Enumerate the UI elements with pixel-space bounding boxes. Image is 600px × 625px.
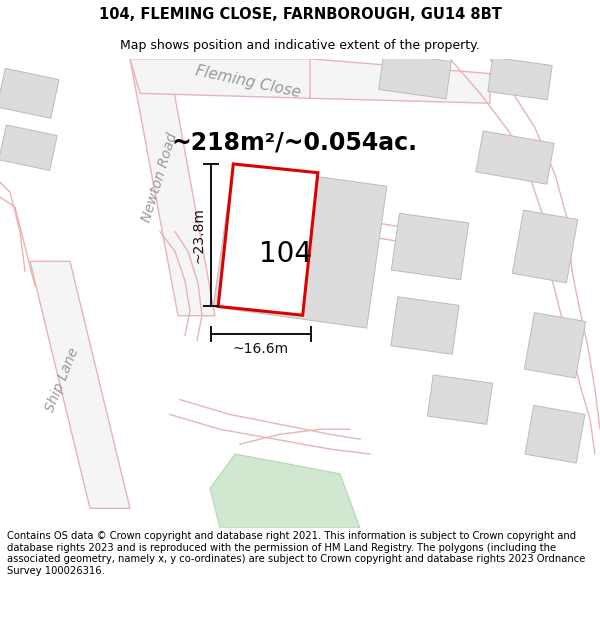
- Polygon shape: [427, 375, 493, 424]
- Polygon shape: [488, 58, 552, 100]
- Polygon shape: [0, 125, 57, 171]
- Polygon shape: [0, 68, 59, 118]
- Polygon shape: [391, 213, 469, 280]
- Polygon shape: [512, 210, 578, 283]
- Text: Newton Road: Newton Road: [140, 131, 180, 224]
- Polygon shape: [130, 59, 215, 316]
- Polygon shape: [210, 454, 360, 528]
- Text: Map shows position and indicative extent of the property.: Map shows position and indicative extent…: [120, 39, 480, 52]
- Text: Contains OS data © Crown copyright and database right 2021. This information is : Contains OS data © Crown copyright and d…: [7, 531, 586, 576]
- Polygon shape: [130, 59, 315, 98]
- Text: ~218m²/~0.054ac.: ~218m²/~0.054ac.: [172, 131, 418, 155]
- Polygon shape: [524, 312, 586, 378]
- Polygon shape: [213, 165, 387, 328]
- Polygon shape: [218, 164, 318, 315]
- Text: 104, FLEMING CLOSE, FARNBOROUGH, GU14 8BT: 104, FLEMING CLOSE, FARNBOROUGH, GU14 8B…: [98, 7, 502, 22]
- Text: 104: 104: [260, 241, 313, 268]
- Text: ~16.6m: ~16.6m: [233, 342, 289, 356]
- Text: ~23.8m: ~23.8m: [191, 208, 205, 263]
- Polygon shape: [476, 131, 554, 184]
- Text: Ship Lane: Ship Lane: [43, 346, 81, 414]
- Polygon shape: [310, 59, 490, 103]
- Polygon shape: [379, 52, 451, 99]
- Polygon shape: [30, 261, 130, 508]
- Polygon shape: [391, 297, 459, 354]
- Text: Fleming Close: Fleming Close: [194, 63, 302, 100]
- Polygon shape: [525, 406, 585, 463]
